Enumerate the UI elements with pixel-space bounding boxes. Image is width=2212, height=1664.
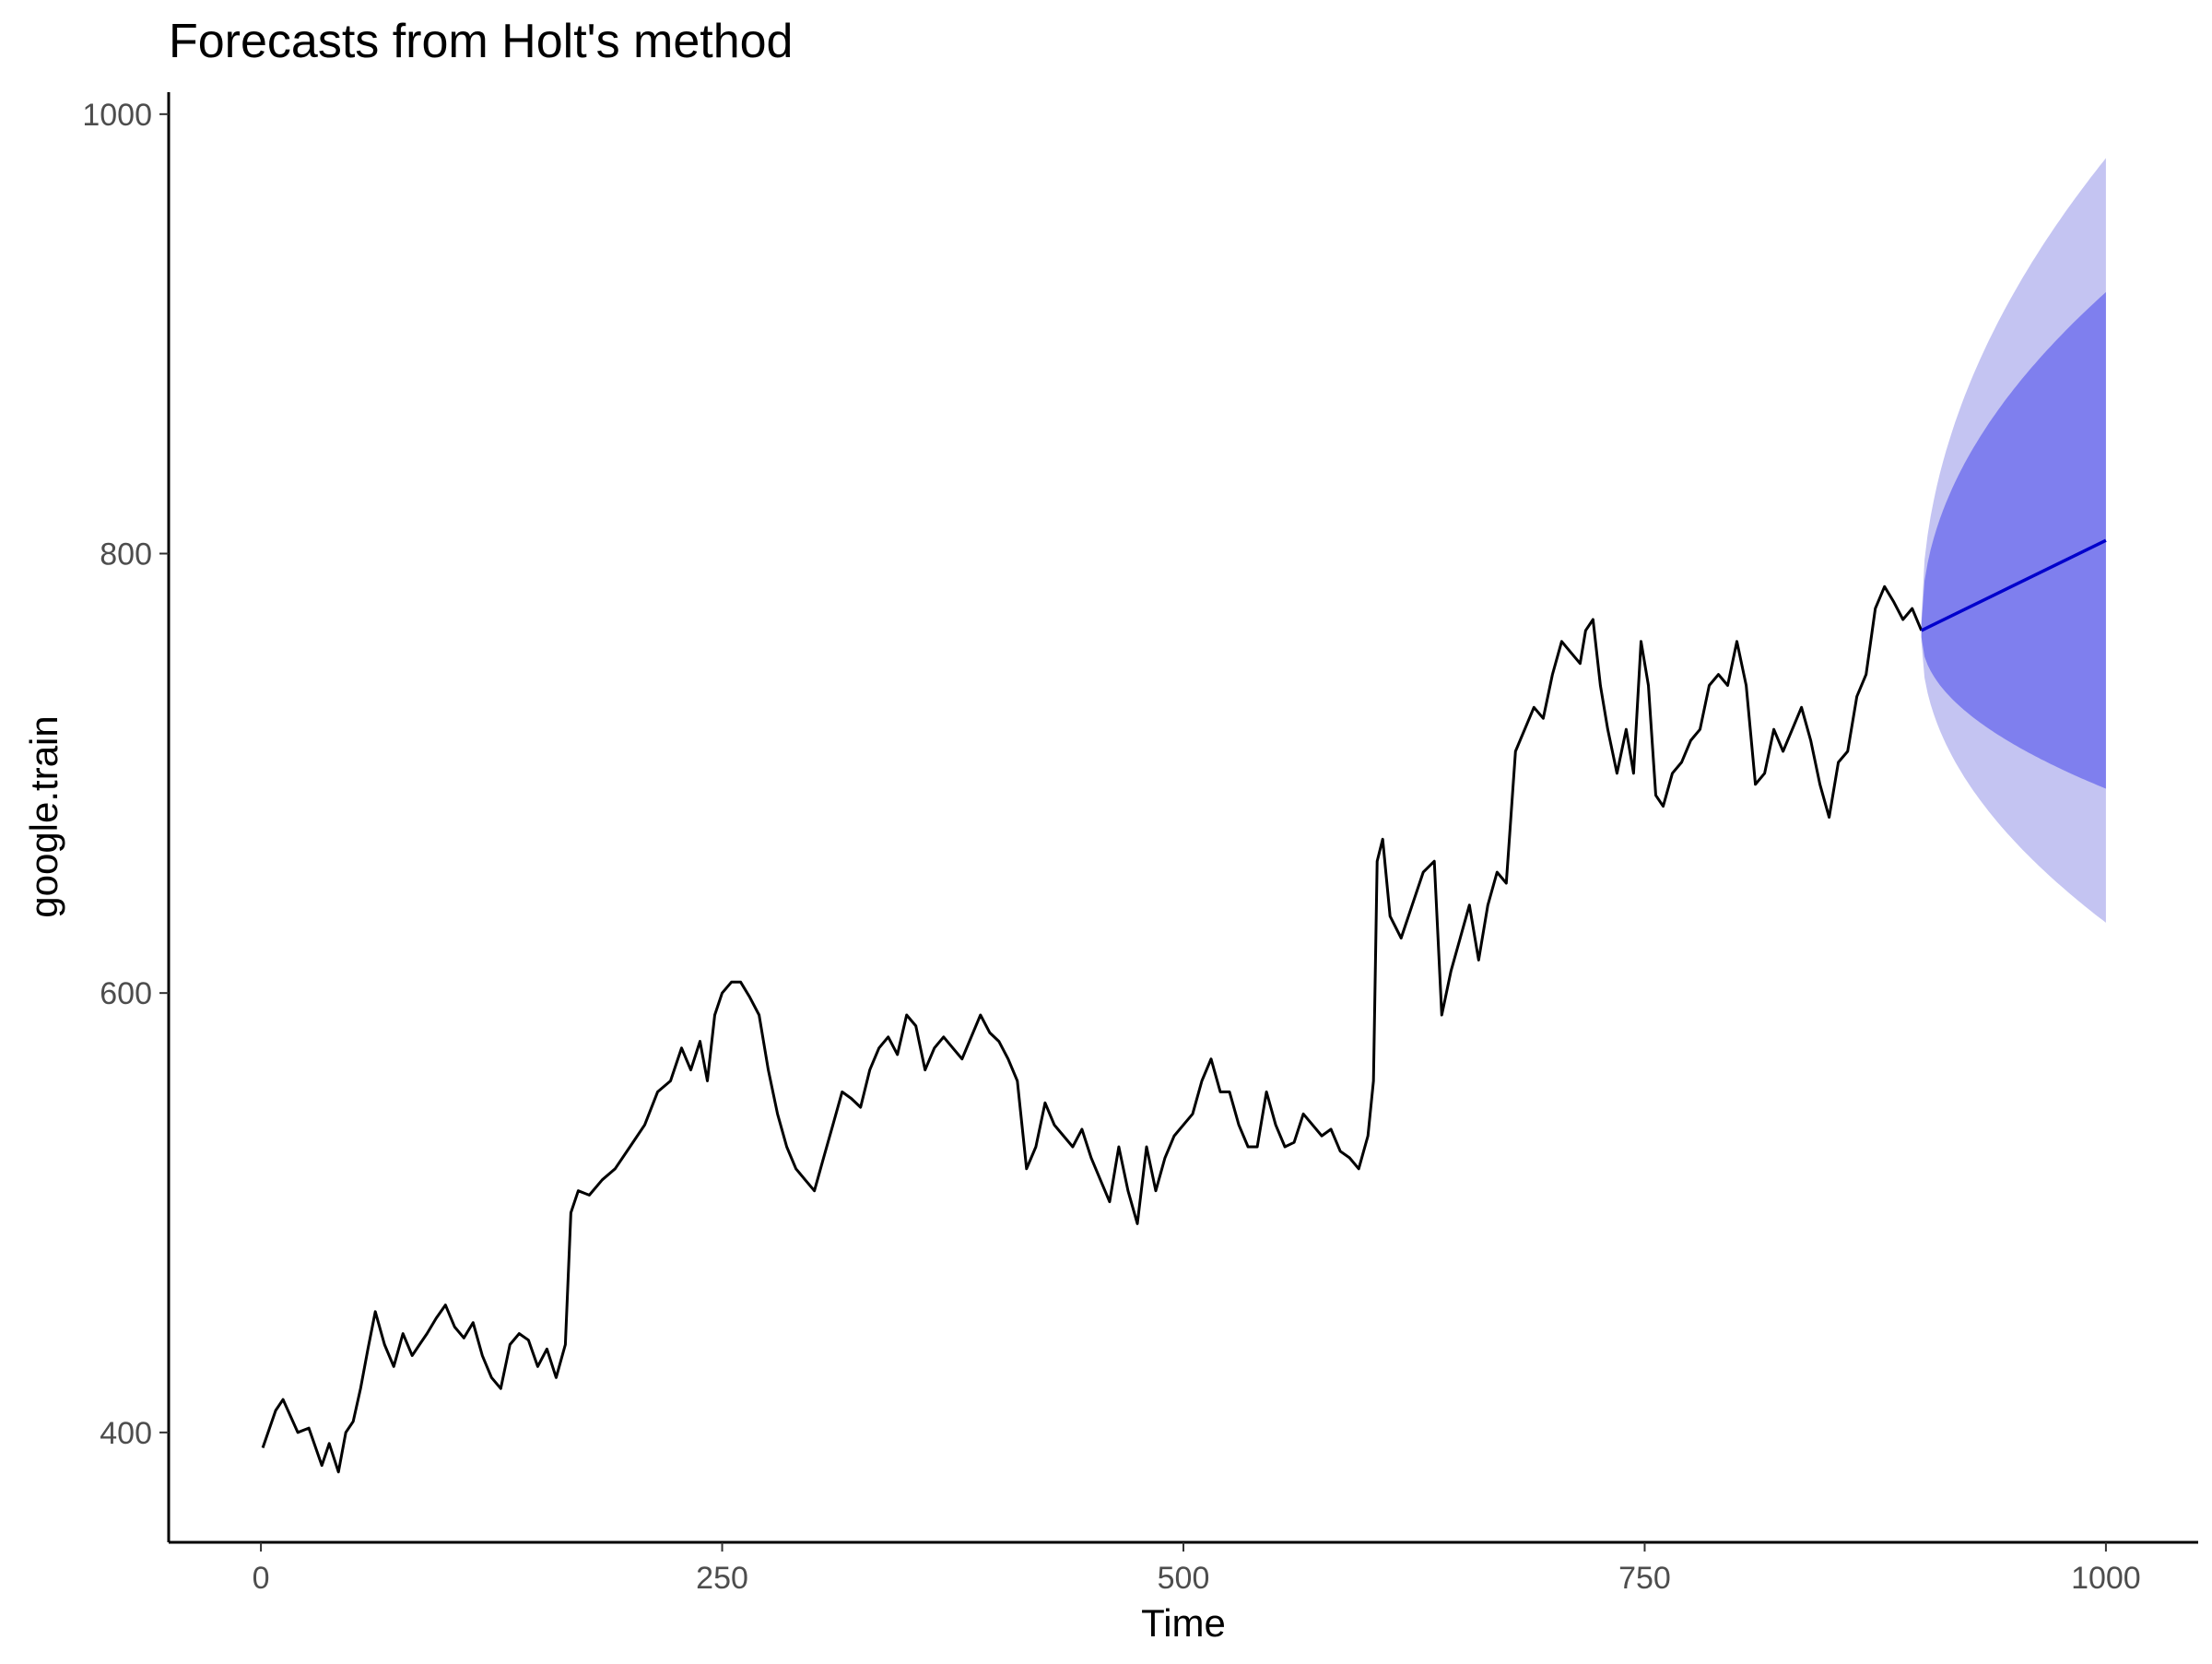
y-tick-label: 400 [100,1416,152,1451]
x-axis-label: Time [1141,1601,1226,1645]
prediction-intervals [1921,158,2106,923]
x-tick-label: 750 [1618,1561,1671,1596]
x-tick-label: 1000 [2071,1561,2141,1596]
y-tick-label: 1000 [82,98,152,133]
y-axis-ticks: 400 600 800 1000 [82,98,169,1451]
y-axis-label: google.train [22,715,65,918]
x-tick-label: 250 [696,1561,748,1596]
history-line [261,584,1924,1474]
y-tick-label: 600 [100,976,152,1011]
x-tick-label: 500 [1158,1561,1210,1596]
interval-band-80 [1921,291,2106,789]
y-tick-label: 800 [100,537,152,572]
chart-title: Forecasts from Holt's method [169,15,793,68]
series-lines [261,538,2107,1474]
forecast-line [1920,538,2107,632]
x-axis-ticks: 0 250 500 750 1000 [253,1542,2141,1596]
x-tick-label: 0 [253,1561,270,1596]
